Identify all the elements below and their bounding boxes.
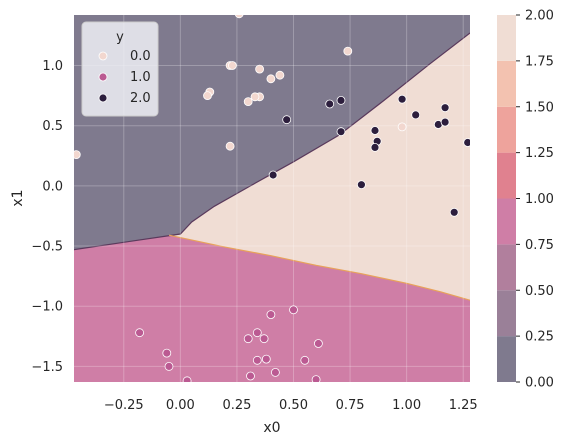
legend-title: y [116, 30, 124, 45]
x-tick-label: −0.25 [104, 398, 144, 413]
x-axis-label: x0 [263, 420, 280, 436]
legend-marker [99, 94, 107, 102]
data-point-class-0 [244, 98, 252, 106]
data-point-class-0 [256, 65, 264, 73]
colorbar-band [497, 153, 516, 199]
colorbar: 0.00 0.25 0.50 0.75 1.00 1.25 1.50 1.75 2.00 [497, 9, 554, 391]
data-point-class-1 [163, 349, 171, 357]
colorbar-band [497, 107, 516, 153]
data-point-class-1 [165, 362, 173, 370]
legend-marker [99, 52, 107, 60]
y-axis-label: x1 [10, 189, 26, 206]
y-tick-label: −1.0 [31, 300, 63, 315]
y-tick-label: 1.0 [42, 59, 63, 74]
colorbar-band [497, 336, 516, 382]
colorbar-bands [497, 15, 516, 382]
y-tick-label: −0.5 [31, 240, 63, 255]
colorbar-band [497, 244, 516, 290]
colorbar-tick-label: 0.00 [525, 376, 554, 391]
data-point-class-0 [204, 92, 212, 100]
x-tick-label: 0.00 [166, 398, 195, 413]
legend-marker [99, 73, 107, 81]
data-point-class-2 [283, 116, 291, 124]
data-point-class-1 [244, 335, 252, 343]
data-point-class-1 [260, 335, 268, 343]
data-point-class-1 [271, 368, 279, 376]
data-point-class-1 [253, 329, 261, 337]
data-point-class-1 [262, 355, 270, 363]
colorbar-tick-label: 0.50 [525, 284, 554, 299]
y-tick-label: −1.5 [31, 360, 63, 375]
x-tick-label: 0.25 [222, 398, 251, 413]
colorbar-tick-label: 1.25 [525, 146, 554, 161]
data-point-class-1 [301, 356, 309, 364]
y-tick-label: 0.0 [42, 179, 63, 194]
data-point-class-1 [290, 306, 298, 314]
data-point-class-2 [269, 171, 277, 179]
legend: y 0.0 1.0 2.0 [82, 22, 158, 116]
data-point-class-0 [226, 142, 234, 150]
data-point-class-2 [412, 111, 420, 119]
data-point-class-2 [441, 118, 449, 126]
x-tick-label: 1.00 [392, 398, 421, 413]
data-point-class-0 [251, 93, 259, 101]
data-point-class-2 [337, 96, 345, 104]
colorbar-band [497, 61, 516, 107]
x-tick-label: 0.75 [336, 398, 365, 413]
x-tick-label: 1.25 [449, 398, 478, 413]
colorbar-tick-label: 2.00 [525, 9, 554, 24]
data-point-class-2 [441, 104, 449, 112]
legend-label: 0.0 [130, 49, 151, 64]
legend-label: 2.0 [130, 91, 151, 106]
data-point-class-1 [136, 329, 144, 337]
data-point-class-2 [371, 143, 379, 151]
data-point-class-2 [357, 181, 365, 189]
colorbar-band [497, 290, 516, 336]
data-point-class-1 [267, 311, 275, 319]
colorbar-tick-label: 0.75 [525, 238, 554, 253]
colorbar-tick-label: 1.75 [525, 54, 554, 69]
data-point-class-2 [371, 127, 379, 135]
data-point-class-2 [337, 128, 345, 136]
colorbar-tick-label: 1.50 [525, 100, 554, 115]
colorbar-tick-label: 0.25 [525, 330, 554, 345]
y-tick-label: 0.5 [42, 119, 63, 134]
data-point-class-0 [276, 71, 284, 79]
data-point-class-1 [253, 356, 261, 364]
legend-label: 1.0 [130, 70, 151, 85]
colorbar-band [497, 199, 516, 245]
data-point-class-1 [314, 340, 322, 348]
colorbar-tick-label: 1.00 [525, 192, 554, 207]
data-point-class-2 [326, 100, 334, 108]
data-point-class-0 [398, 123, 406, 131]
x-tick-label: 0.50 [279, 398, 308, 413]
data-point-class-0 [228, 62, 236, 70]
colorbar-band [497, 15, 516, 61]
data-point-class-0 [267, 75, 275, 83]
data-point-class-2 [450, 208, 458, 216]
data-point-class-0 [344, 47, 352, 55]
data-point-class-2 [398, 95, 406, 103]
data-point-class-1 [247, 372, 255, 380]
